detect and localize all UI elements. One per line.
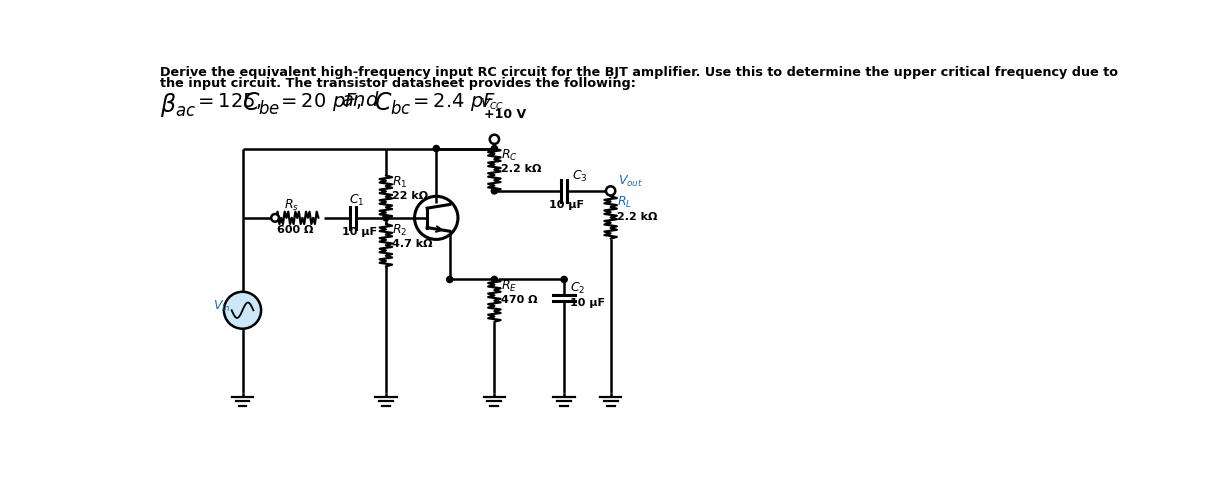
Text: 10 μF: 10 μF xyxy=(571,298,605,308)
Text: $V_{in}$: $V_{in}$ xyxy=(213,299,231,314)
Text: $R_1$: $R_1$ xyxy=(393,174,407,190)
Text: $C_3$: $C_3$ xyxy=(572,169,588,184)
Circle shape xyxy=(561,276,567,282)
Text: $R_2$: $R_2$ xyxy=(393,223,407,238)
Text: $R_s$: $R_s$ xyxy=(283,198,298,212)
Circle shape xyxy=(223,292,261,329)
Text: the input circuit. The transistor datasheet provides the following:: the input circuit. The transistor datash… xyxy=(160,77,636,90)
Text: 10 μF: 10 μF xyxy=(342,227,378,237)
Text: 2.2 kΩ: 2.2 kΩ xyxy=(617,212,658,222)
Text: $R_L$: $R_L$ xyxy=(617,196,632,210)
Text: 4.7 kΩ: 4.7 kΩ xyxy=(393,239,433,249)
Circle shape xyxy=(447,276,453,282)
Text: $= 2.4\ pF$: $= 2.4\ pF$ xyxy=(409,91,496,113)
Text: 22 kΩ: 22 kΩ xyxy=(393,190,428,200)
Circle shape xyxy=(383,215,389,221)
Text: $C_1$: $C_1$ xyxy=(348,193,364,208)
Text: 10 μF: 10 μF xyxy=(548,200,584,210)
Text: $R_E$: $R_E$ xyxy=(501,278,517,293)
Text: $V_{out}$: $V_{out}$ xyxy=(617,174,643,189)
Text: $C_{be}$: $C_{be}$ xyxy=(243,91,281,117)
Text: $V_{CC}$: $V_{CC}$ xyxy=(481,98,504,112)
Circle shape xyxy=(491,146,497,152)
Text: 600 Ω: 600 Ω xyxy=(277,225,314,235)
Text: $= 20\ pF,$: $= 20\ pF,$ xyxy=(277,91,362,113)
Circle shape xyxy=(433,146,439,152)
Text: $C_2$: $C_2$ xyxy=(571,281,585,296)
Text: $= 125,$: $= 125,$ xyxy=(194,91,261,111)
Text: $\beta_{ac}$: $\beta_{ac}$ xyxy=(160,91,195,119)
Circle shape xyxy=(491,276,497,282)
Circle shape xyxy=(490,134,499,144)
Text: $\it{and}$: $\it{and}$ xyxy=(341,91,379,110)
Circle shape xyxy=(271,214,279,222)
Circle shape xyxy=(491,188,497,194)
Text: $C_{bc}$: $C_{bc}$ xyxy=(374,91,412,117)
Text: Derive the equivalent high-frequency input RC circuit for the BJT amplifier. Use: Derive the equivalent high-frequency inp… xyxy=(160,66,1118,79)
Circle shape xyxy=(606,186,615,196)
Text: 2.2 kΩ: 2.2 kΩ xyxy=(501,164,541,174)
Text: $R_C$: $R_C$ xyxy=(501,148,518,162)
Text: 470 Ω: 470 Ω xyxy=(501,296,537,306)
Text: +10 V: +10 V xyxy=(483,108,525,121)
